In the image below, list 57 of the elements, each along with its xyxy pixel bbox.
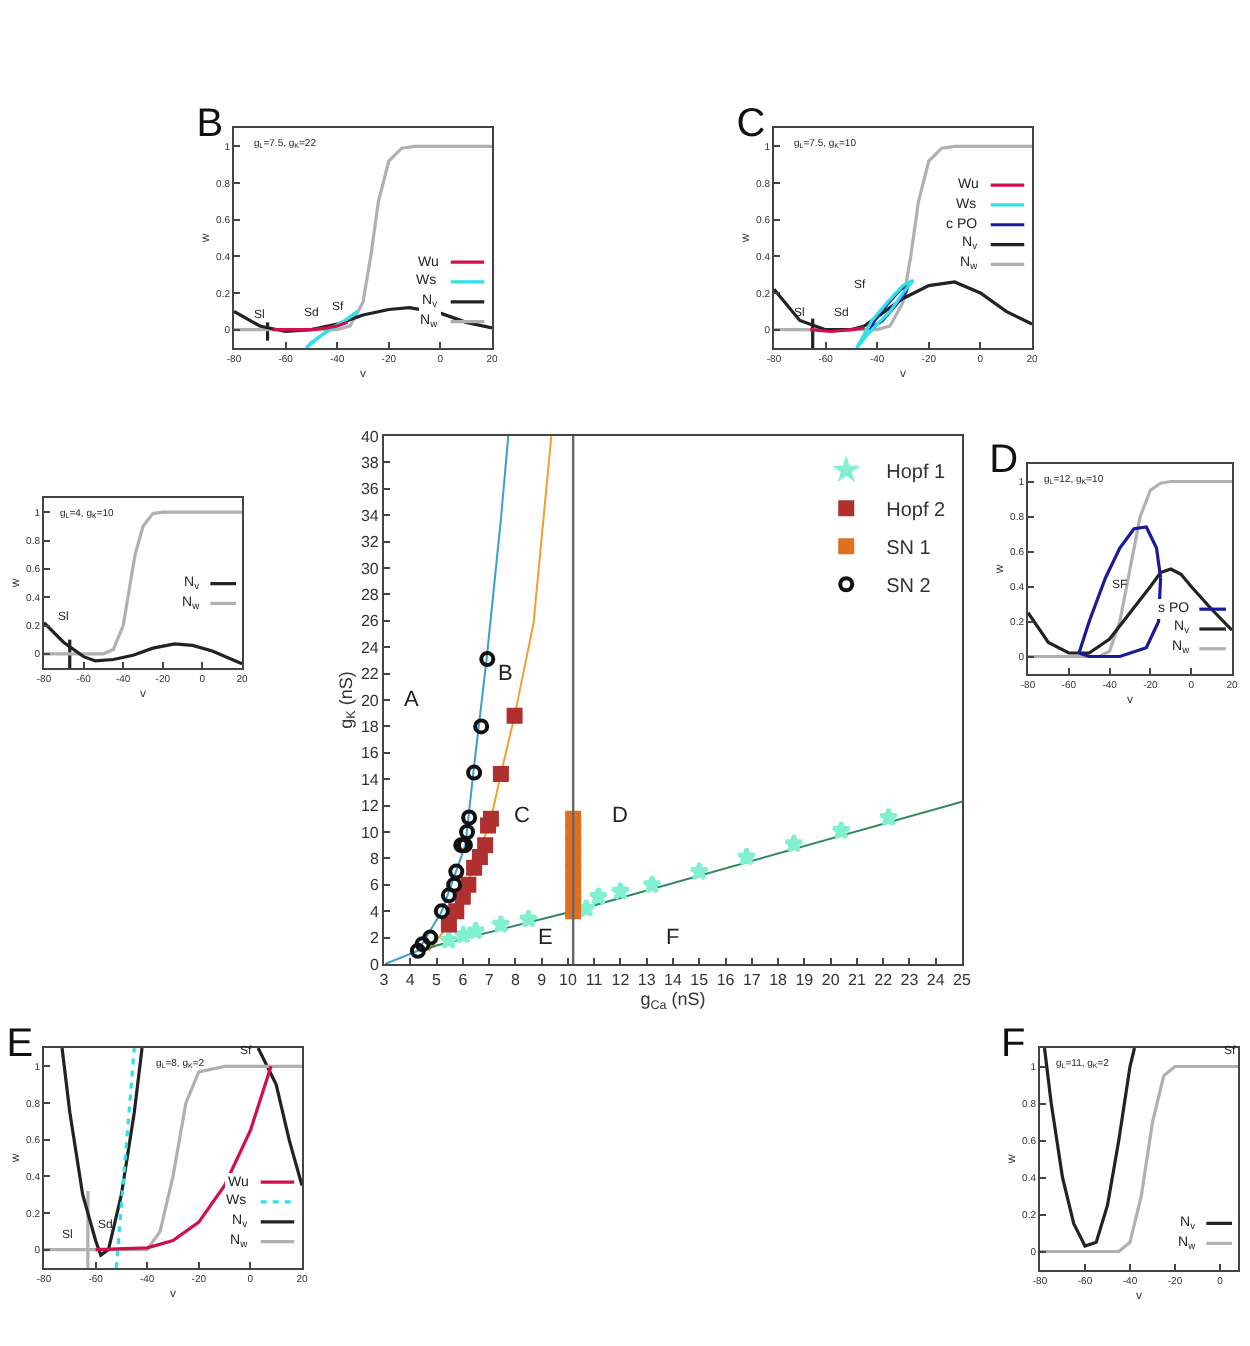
y-tick-label: 18	[360, 718, 380, 736]
x-tick-label: 10	[558, 971, 578, 990]
x-tick-label: 25	[953, 971, 972, 990]
annotation: F	[666, 926, 680, 950]
x-tick-label: 21	[847, 971, 867, 990]
annotation: B	[498, 662, 513, 686]
x-tick-label: 16	[716, 971, 736, 990]
legend-label: SN 2	[886, 576, 932, 599]
chart-title: F	[1001, 1022, 1026, 1066]
annotation: D	[612, 804, 628, 828]
y-tick-label: 40	[360, 427, 380, 446]
y-tick-label: 24	[360, 638, 380, 657]
y-tick-label: 8	[369, 850, 380, 868]
y-tick-label: 10	[360, 823, 380, 842]
legend-label: Hopf 1	[886, 462, 947, 485]
x-tick-label: 17	[742, 971, 762, 990]
y-tick-label: 34	[360, 506, 380, 525]
x-tick-label: 8	[510, 971, 521, 990]
y-tick-label: 36	[360, 480, 380, 499]
y-tick-label: 38	[360, 454, 380, 472]
y-tick-label: 32	[360, 533, 380, 552]
x-tick-label: 15	[690, 971, 710, 990]
y-tick-label: 4	[369, 902, 380, 921]
x-tick-label: 4	[405, 971, 416, 990]
x-tick-label: 11	[585, 971, 604, 990]
x-tick-label: 12	[611, 971, 631, 990]
y-tick-label: 12	[360, 797, 380, 816]
x-tick-label: 5	[432, 971, 443, 990]
x-tick-label: 13	[637, 971, 657, 990]
y-tick-label: 26	[360, 612, 380, 631]
y-tick-label: 14	[360, 770, 380, 789]
y-tick-label: 30	[360, 559, 380, 578]
annotation: A	[404, 688, 420, 712]
y-tick-label: 28	[360, 586, 380, 604]
legend-label: SN 1	[886, 538, 932, 561]
chart-title: B	[196, 102, 224, 146]
y-tick-label: 0	[369, 955, 380, 974]
y-tick-label: 16	[360, 744, 380, 763]
x-tick-label: 20	[821, 971, 841, 990]
x-tick-label: 19	[795, 971, 815, 990]
x-tick-label: 7	[484, 971, 495, 990]
x-tick-label: 14	[664, 971, 683, 990]
x-tick-label: 23	[900, 971, 920, 990]
x-tick-label: 9	[537, 971, 548, 990]
legend-label: Hopf 2	[886, 500, 947, 523]
x-tick-label: 22	[874, 971, 894, 990]
y-tick-label: 2	[369, 929, 380, 948]
x-tick-label: 24	[926, 971, 946, 990]
annotation: E	[538, 926, 553, 950]
chart-title: D	[989, 438, 1019, 482]
annotation: C	[514, 804, 530, 828]
x-tick-label: 3	[379, 971, 390, 990]
x-tick-label: 6	[458, 971, 469, 990]
chart-title: E	[6, 1022, 34, 1066]
x-axis-title: g$_{Ca}$ (nS)	[640, 989, 706, 1013]
chart-title: C	[736, 102, 766, 146]
y-tick-label: 6	[369, 876, 380, 895]
